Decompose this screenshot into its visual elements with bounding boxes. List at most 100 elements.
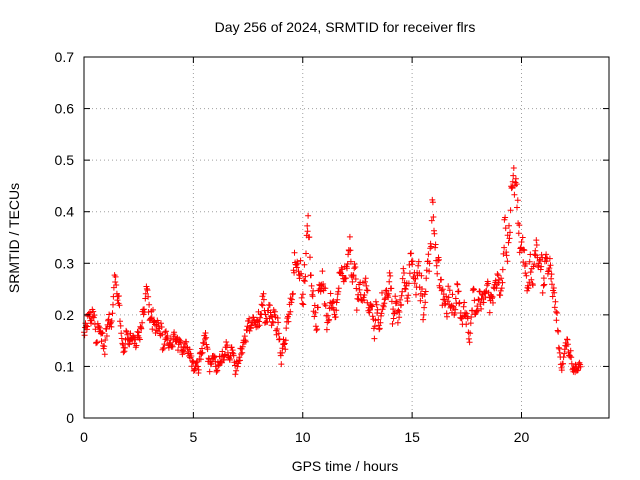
data-point xyxy=(551,304,558,311)
data-point xyxy=(378,310,385,317)
data-point xyxy=(522,260,529,267)
data-point xyxy=(499,279,506,286)
data-point xyxy=(408,250,415,257)
data-point xyxy=(401,285,408,292)
data-point xyxy=(335,288,342,295)
data-point xyxy=(334,296,341,303)
data-point xyxy=(126,341,133,348)
data-point xyxy=(340,278,347,285)
data-point xyxy=(145,309,152,315)
data-point xyxy=(364,299,371,306)
data-point xyxy=(529,282,536,289)
data-point xyxy=(133,342,140,349)
data-point xyxy=(489,294,496,300)
x-tick-label: 15 xyxy=(404,429,420,445)
data-point xyxy=(250,314,257,321)
data-points xyxy=(81,165,584,378)
data-point xyxy=(200,340,207,347)
data-point xyxy=(485,280,492,287)
data-point xyxy=(91,312,98,319)
data-point xyxy=(367,306,373,313)
data-point xyxy=(398,301,405,308)
data-point xyxy=(568,360,575,367)
data-point xyxy=(308,272,314,279)
data-point xyxy=(543,251,550,258)
data-point xyxy=(266,302,273,309)
data-point xyxy=(327,290,334,297)
data-point xyxy=(418,272,425,279)
data-point xyxy=(372,298,379,305)
data-point xyxy=(461,299,468,306)
data-point xyxy=(282,337,289,344)
data-point xyxy=(546,265,553,272)
data-point xyxy=(236,354,243,361)
data-point xyxy=(310,287,317,294)
data-point xyxy=(439,286,446,293)
data-point xyxy=(493,285,500,292)
data-point xyxy=(380,303,387,310)
data-point xyxy=(507,229,513,236)
data-point xyxy=(506,235,513,242)
data-point xyxy=(366,309,373,316)
data-point xyxy=(392,293,399,300)
data-point xyxy=(430,214,437,220)
data-point xyxy=(379,289,385,296)
data-point xyxy=(554,310,561,316)
data-point xyxy=(387,272,394,279)
data-point xyxy=(463,310,470,317)
data-point xyxy=(468,314,475,320)
data-point xyxy=(110,301,116,308)
data-point xyxy=(312,309,319,316)
data-point xyxy=(374,306,381,313)
data-point xyxy=(298,270,305,277)
data-point xyxy=(422,288,429,295)
data-point xyxy=(281,340,288,347)
data-point xyxy=(345,251,352,258)
data-point xyxy=(514,197,521,204)
data-point xyxy=(183,338,190,345)
data-point xyxy=(134,328,141,335)
data-point xyxy=(412,275,419,282)
data-point xyxy=(194,363,201,370)
data-point xyxy=(405,280,412,287)
data-point xyxy=(195,366,202,373)
y-tick-label: 0.7 xyxy=(55,49,75,65)
data-point xyxy=(438,276,445,283)
data-point xyxy=(90,308,97,315)
data-point xyxy=(339,266,346,273)
data-point xyxy=(332,314,339,320)
data-point xyxy=(372,317,379,324)
data-point xyxy=(434,270,441,277)
data-point xyxy=(344,261,351,267)
data-point xyxy=(119,341,126,348)
data-point xyxy=(197,356,204,363)
data-point xyxy=(290,290,296,297)
data-point xyxy=(326,316,333,323)
data-point xyxy=(199,345,205,352)
data-point xyxy=(405,292,412,299)
data-point xyxy=(291,269,298,276)
data-point xyxy=(158,320,164,327)
data-point xyxy=(352,276,359,282)
data-point xyxy=(206,368,213,375)
data-point xyxy=(285,318,292,325)
data-point xyxy=(546,255,553,262)
data-point xyxy=(293,264,300,271)
data-point xyxy=(287,308,294,315)
data-point xyxy=(498,285,505,292)
data-point xyxy=(150,306,156,313)
data-point xyxy=(103,333,110,339)
data-point xyxy=(499,266,506,273)
data-point xyxy=(504,258,511,265)
data-point xyxy=(369,303,376,310)
data-point xyxy=(438,287,445,294)
data-point xyxy=(239,349,246,356)
data-point xyxy=(101,343,108,350)
chart-title: Day 256 of 2024, SRMTID for receiver flr… xyxy=(215,19,476,35)
data-point xyxy=(115,293,122,299)
data-point xyxy=(320,281,327,287)
data-point xyxy=(494,271,501,277)
data-point xyxy=(549,293,556,300)
data-point xyxy=(230,352,237,359)
